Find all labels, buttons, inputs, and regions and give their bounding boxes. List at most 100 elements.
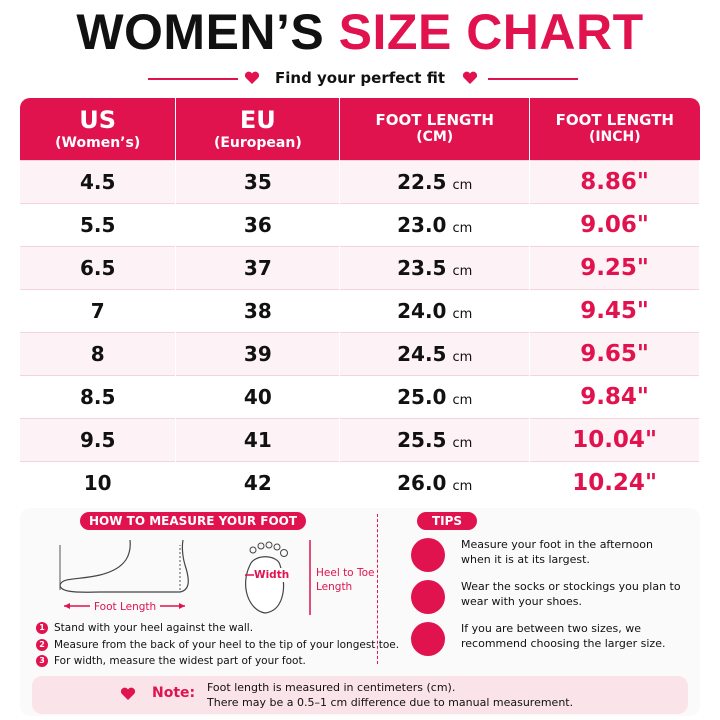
table-cell: 39 <box>175 331 341 375</box>
cell-value: 25.5 <box>397 427 447 452</box>
title-black: WOMEN’S <box>76 4 325 60</box>
cell-value: 42 <box>243 470 272 495</box>
width-label: Width <box>254 568 290 582</box>
cell-value: 38 <box>243 298 272 323</box>
cell-value: 26.0 <box>397 470 447 495</box>
cell-value: 22.5 <box>397 169 447 194</box>
table-cell: 37 <box>175 245 341 289</box>
tip-icon <box>411 580 445 614</box>
cell-value: 35 <box>243 169 272 194</box>
table-cell: 9.65" <box>529 331 700 375</box>
cell-value: 37 <box>243 255 272 280</box>
column-sub: (European) <box>213 134 302 151</box>
cell-value: 23.0 <box>397 212 447 237</box>
column-title: FOOT LENGTH <box>375 111 494 130</box>
cell-value: 4.5 <box>79 169 116 194</box>
table-cell: 38 <box>175 288 341 332</box>
note-label: Note: <box>152 685 196 701</box>
table-cell: 42 <box>175 460 341 504</box>
header-row: US (Women’s) EU (European) FOOT LENGTH (CM) FO… <box>20 98 700 160</box>
foot-length-label: Foot Length <box>90 600 161 614</box>
table-cell: 8.86" <box>529 159 700 203</box>
table-cell: 40 <box>175 374 341 418</box>
note-line: Foot length is measured in centimeters (… <box>207 681 456 694</box>
table-row: 9.5 41 25.5 cm 10.04" <box>20 417 700 461</box>
cell-value: 24.0 <box>397 298 447 323</box>
tip-text: Measure your foot in the afternoon when … <box>461 538 653 566</box>
table-cell: 5.5 <box>20 202 177 246</box>
cell-value: 40 <box>243 384 272 409</box>
column-header: US (Women’s) <box>20 98 177 160</box>
tip-icon <box>411 538 445 572</box>
table-cell: 10.24" <box>529 460 700 504</box>
cell-value: 5.5 <box>79 212 116 237</box>
table-cell: 26.0 cm <box>339 460 531 504</box>
tip-icon <box>411 622 445 656</box>
table-cell: 8.5 <box>20 374 177 418</box>
cell-value: 41 <box>243 427 272 452</box>
divider <box>148 78 238 80</box>
cell-unit: cm <box>452 263 473 279</box>
column-title: US <box>79 105 117 134</box>
column-title: EU <box>239 105 276 134</box>
cell-value: 10.24" <box>572 469 657 496</box>
tips-title: TIPS <box>417 512 477 530</box>
table-cell: 23.0 cm <box>339 202 531 246</box>
table-cell: 25.0 cm <box>339 374 531 418</box>
column-title: FOOT LENGTH <box>555 111 674 130</box>
table-row: 8.5 40 25.0 cm 9.84" <box>20 374 700 418</box>
cell-unit: cm <box>452 435 473 451</box>
table-cell: 36 <box>175 202 341 246</box>
cell-value: 9.84" <box>580 383 649 410</box>
heart-icon <box>244 71 260 84</box>
table-cell: 24.5 cm <box>339 331 531 375</box>
column-header: FOOT LENGTH (INCH) <box>529 98 700 160</box>
table-row: 4.5 35 22.5 cm 8.86" <box>20 159 700 203</box>
cell-unit: cm <box>452 478 473 494</box>
title: WOMEN’S SIZE CHART <box>0 2 720 62</box>
cell-value: 8 <box>90 341 105 366</box>
cell-unit: cm <box>452 306 473 322</box>
step-number: 1 <box>36 622 48 634</box>
cell-value: 36 <box>243 212 272 237</box>
cell-value: 23.5 <box>397 255 447 280</box>
table-cell: 7 <box>20 288 177 332</box>
table-cell: 9.84" <box>529 374 700 418</box>
table-cell: 10 <box>20 460 177 504</box>
column-sub: (CM) <box>416 129 454 146</box>
table-row: 5.5 36 23.0 cm 9.06" <box>20 202 700 246</box>
step-text: Measure from the back of your heel to th… <box>54 638 400 651</box>
table-cell: 23.5 cm <box>339 245 531 289</box>
heart-icon <box>120 687 136 700</box>
step-text: Stand with your heel against the wall. <box>54 622 254 634</box>
table-body: 4.5 35 22.5 cm 8.86" 5.5 36 23.0 cm 9.06" 6.5 37 23.… <box>20 159 700 504</box>
measure-title: HOW TO MEASURE YOUR FOOT <box>80 512 306 530</box>
size-table: US (Women’s) EU (European) FOOT LENGTH (CM) FO… <box>20 98 700 504</box>
heart-icon <box>462 71 478 84</box>
table-cell: 4.5 <box>20 159 177 203</box>
cell-unit: cm <box>452 392 473 408</box>
divider <box>488 78 578 80</box>
subtitle: Find your perfect fit <box>275 69 445 87</box>
table-cell: 9.45" <box>529 288 700 332</box>
cell-unit: cm <box>452 177 473 193</box>
table-cell: 25.5 cm <box>339 417 531 461</box>
column-header: FOOT LENGTH (CM) <box>339 98 531 160</box>
note-box: Note: Foot length is measured in centime… <box>32 676 688 714</box>
column-sub: (INCH) <box>588 129 641 146</box>
cell-value: 8.5 <box>79 384 116 409</box>
table-row: 10 42 26.0 cm 10.24" <box>20 460 700 504</box>
step-number: 3 <box>36 655 48 667</box>
heel-toe-label: Heel to Toe Length <box>316 567 375 593</box>
cell-value: 8.86" <box>580 168 649 195</box>
tip-text: If you are between two sizes, we recomme… <box>461 622 666 650</box>
tip-text: Wear the socks or stockings you plan to … <box>461 580 681 608</box>
step-text: For width, measure the widest part of yo… <box>54 655 306 667</box>
cell-value: 39 <box>243 341 272 366</box>
cell-value: 9.65" <box>580 340 649 367</box>
table-cell: 24.0 cm <box>339 288 531 332</box>
table-row: 7 38 24.0 cm 9.45" <box>20 288 700 332</box>
cell-unit: cm <box>452 349 473 365</box>
